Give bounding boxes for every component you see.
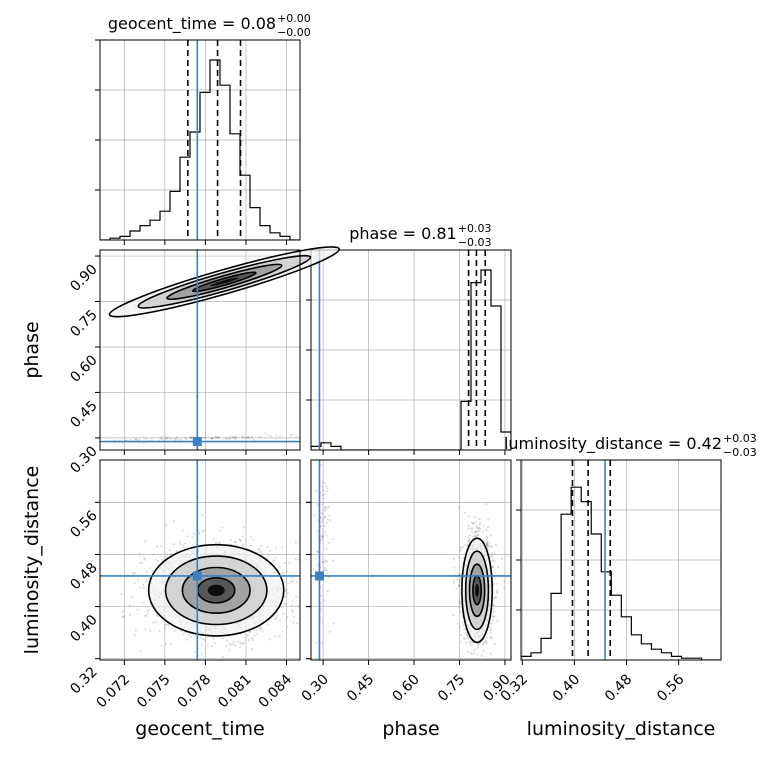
xtick-label-luminosity-distance-3: 0.56: [654, 671, 687, 704]
title-phase: phase = 0.81 +0.03−0.03: [349, 222, 491, 249]
hist-geocent-time-panel: [100, 39, 300, 240]
title-phase-sub: −0.03: [458, 236, 492, 249]
title-luminosity-distance-sup: +0.03: [723, 432, 757, 445]
xtick-label-phase-1: 0.45: [344, 672, 377, 705]
ytick-label-phase-3: 0.75: [67, 307, 100, 340]
ytick-label-luminosity-distance-0: 0.32: [67, 664, 100, 697]
xtick-label-luminosity-distance-1: 0.40: [550, 672, 583, 705]
ylabel-phase: phase: [21, 321, 43, 378]
xtick-label-geocent-time-4: 0.084: [256, 671, 296, 711]
xtick-label-geocent-time-3: 0.081: [215, 672, 255, 712]
xtick-label-luminosity-distance-2: 0.48: [602, 672, 635, 705]
joint-luminosity-distance-vs-phase-contour-4: [475, 583, 479, 597]
xtick-label-geocent-time-1: 0.075: [134, 672, 174, 712]
ylabel-luminosity-distance: luminosity_distance: [21, 466, 43, 655]
joint-luminosity-distance-vs-geocent-time-frame: [99, 459, 301, 661]
title-geocent-time-sub: −0.00: [277, 26, 311, 39]
ytick-label-luminosity-distance-1: 0.40: [67, 612, 100, 645]
title-luminosity-distance-text: luminosity_distance = 0.42: [504, 434, 722, 454]
xtick-label-geocent-time-2: 0.078: [175, 672, 215, 712]
hist-phase-step: [311, 269, 511, 450]
title-geocent-time-sup: +0.00: [277, 12, 311, 25]
ytick-label-phase-2: 0.60: [67, 352, 100, 385]
title-geocent-time: geocent_time = 0.08 +0.00−0.00: [108, 12, 311, 39]
xtick-label-phase-3: 0.75: [435, 672, 468, 705]
xlabel-geocent-time: geocent_time: [135, 718, 264, 740]
joint-phase-vs-geocent-time-frame: [99, 249, 301, 451]
ytick-label-luminosity-distance-3: 0.56: [67, 508, 100, 541]
joint-luminosity-distance-vs-geocent-time-truth-marker: [192, 571, 202, 581]
ytick-label-luminosity-distance-2: 0.48: [67, 560, 100, 593]
joint-phase-vs-geocent-time-truth-marker: [192, 437, 202, 447]
title-luminosity-distance-sub: −0.03: [723, 446, 757, 459]
title-phase-text: phase = 0.81: [349, 224, 456, 243]
hist-luminosity-distance-step: [521, 486, 721, 660]
joint-luminosity-distance-vs-phase-truth-marker: [314, 571, 324, 581]
joint-luminosity-distance-vs-phase-frame: [310, 459, 512, 661]
joint-phase-vs-geocent-time-contour-4: [209, 277, 239, 287]
xtick-label-phase-0: 0.30: [299, 672, 332, 705]
ytick-label-phase-0: 0.30: [67, 443, 100, 476]
hist-geocent-time-step: [100, 59, 300, 240]
ytick-label-phase-4: 0.90: [67, 261, 100, 294]
title-luminosity-distance: luminosity_distance = 0.42 +0.03−0.03: [504, 432, 757, 459]
title-geocent-time-text: geocent_time = 0.08: [108, 14, 276, 34]
ytick-label-phase-1: 0.45: [67, 398, 100, 431]
xlabel-phase: phase: [382, 718, 439, 740]
xlabel-luminosity-distance: luminosity_distance: [527, 718, 716, 740]
xtick-label-phase-2: 0.60: [390, 672, 423, 705]
joint-luminosity-distance-vs-geocent-time-contour-4: [207, 584, 225, 596]
title-phase-sup: +0.03: [458, 222, 492, 235]
xtick-label-geocent-time-0: 0.072: [93, 672, 133, 712]
